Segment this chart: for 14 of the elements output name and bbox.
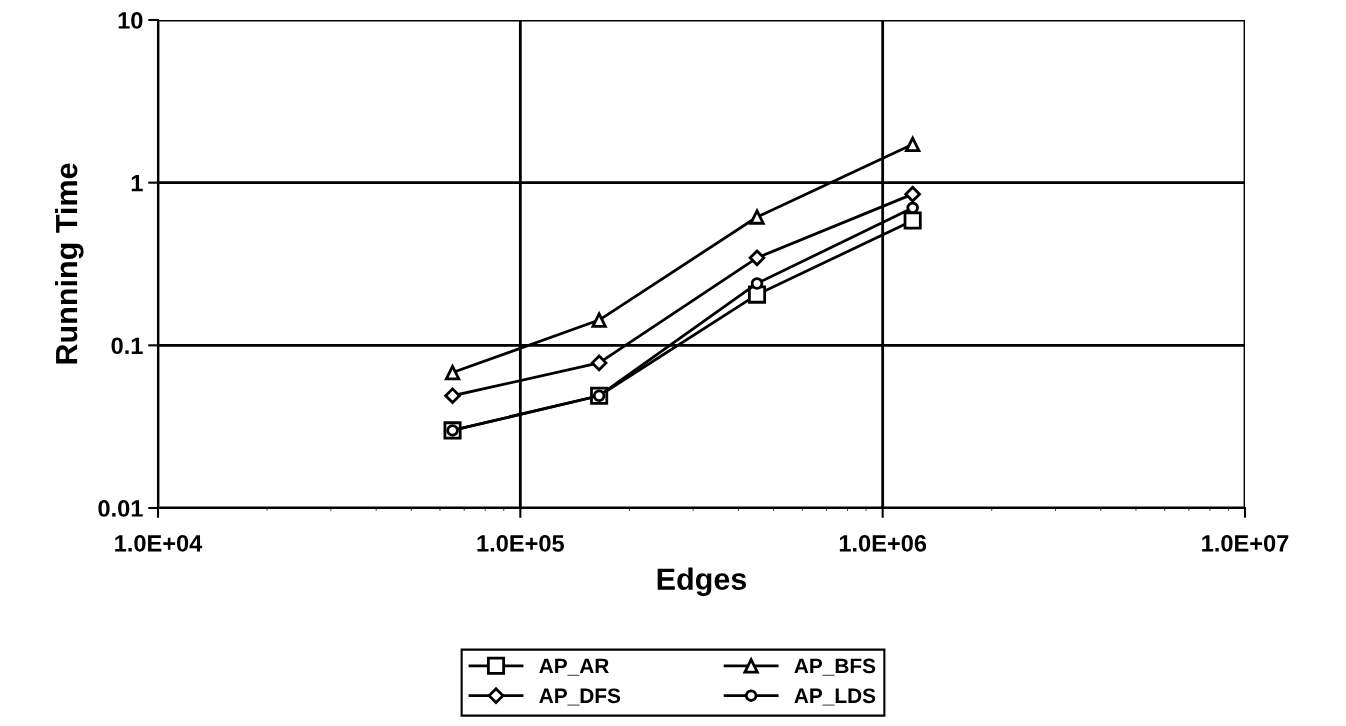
y-tick-label: 0.1	[111, 337, 143, 355]
legend-label: AP_BFS	[794, 658, 876, 676]
y-tick-label: 1	[131, 174, 143, 192]
y-tick-label: 0.01	[98, 500, 143, 517]
legend-label: AP_LDS	[794, 688, 876, 706]
x-tick-label: 1.0E+05	[477, 535, 564, 552]
x-tick-label: 1.0E+04	[115, 535, 203, 552]
legend-label: AP_AR	[539, 658, 609, 676]
x-axis-title: Edges	[657, 567, 747, 597]
y-axis-title: Running Time	[54, 163, 84, 364]
y-tick-label: 10	[118, 12, 143, 29]
x-tick-label: 1.0E+07	[1202, 535, 1289, 552]
legend-label: AP_DFS	[539, 688, 621, 706]
x-tick-label: 1.0E+06	[839, 535, 927, 552]
